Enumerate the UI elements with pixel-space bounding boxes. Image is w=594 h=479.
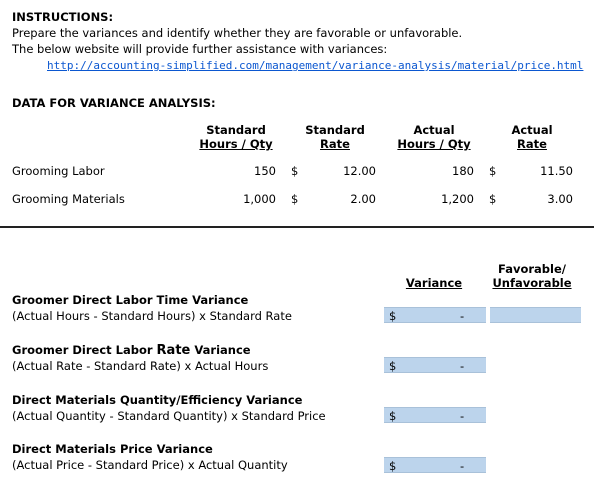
labor-standard-rate-symbol: $ [291, 164, 299, 178]
col-header-variance: Variance [405, 276, 463, 290]
materials-quantity-variance-formula: (Actual Quantity - Standard Quantity) x … [12, 409, 326, 423]
labor-time-variance-formula: (Actual Hours - Standard Hours) x Standa… [12, 309, 292, 323]
materials-quantity-variance-cell[interactable]: $ - [384, 407, 486, 423]
materials-actual-rate: 3.00 [547, 192, 573, 206]
col-header-standard-qty: Standard Hours / Qty [199, 123, 273, 151]
row-label-grooming-labor: Grooming Labor [12, 164, 105, 178]
materials-actual-rate-symbol: $ [489, 192, 497, 206]
labor-standard-rate: 12.00 [343, 164, 376, 178]
labor-rate-variance-formula: (Actual Rate - Standard Rate) x Actual H… [12, 359, 269, 373]
labor-time-variance-title: Groomer Direct Labor Time Variance [12, 293, 249, 307]
materials-quantity-variance-symbol: $ [389, 409, 397, 423]
labor-actual-qty: 180 [452, 164, 474, 178]
col-header-actual-qty: Actual Hours / Qty [397, 123, 471, 151]
instructions-heading: INSTRUCTIONS: [12, 10, 114, 24]
materials-price-variance-symbol: $ [389, 459, 397, 473]
materials-price-variance-title: Direct Materials Price Variance [12, 442, 213, 456]
labor-actual-rate: 11.50 [540, 164, 573, 178]
row-label-grooming-materials: Grooming Materials [12, 192, 125, 206]
materials-standard-qty: 1,000 [243, 192, 276, 206]
materials-price-variance-formula: (Actual Price - Standard Price) x Actual… [12, 458, 288, 472]
col-header-actual-rate: Actual Rate [511, 123, 553, 151]
labor-rate-variance-title: Groomer Direct Labor Rate Variance [12, 343, 251, 358]
col-header-favorable: Favorable/ Unfavorable [492, 262, 572, 290]
col-header-standard-rate: Standard Rate [305, 123, 365, 151]
materials-standard-rate: 2.00 [350, 192, 376, 206]
instructions-line-1: Prepare the variances and identify wheth… [12, 26, 463, 40]
materials-actual-qty: 1,200 [441, 192, 474, 206]
labor-time-variance-cell[interactable]: $ - [384, 307, 486, 323]
labor-rate-variance-symbol: $ [389, 359, 397, 373]
materials-price-variance-cell[interactable]: $ - [384, 457, 486, 473]
labor-standard-qty: 150 [254, 164, 276, 178]
labor-rate-variance-cell[interactable]: $ - [384, 357, 486, 373]
section-divider [0, 226, 594, 228]
variance-help-link[interactable]: http://accounting-simplified.com/managem… [47, 59, 584, 72]
labor-time-variance-value: - [460, 309, 465, 323]
materials-price-variance-value: - [460, 459, 465, 473]
materials-standard-rate-symbol: $ [291, 192, 299, 206]
labor-time-variance-symbol: $ [389, 309, 397, 323]
instructions-line-2: The below website will provide further a… [12, 42, 388, 56]
labor-rate-variance-value: - [460, 359, 465, 373]
data-section-heading: DATA FOR VARIANCE ANALYSIS: [12, 96, 216, 110]
labor-actual-rate-symbol: $ [489, 164, 497, 178]
labor-time-status-cell[interactable] [490, 307, 581, 323]
materials-quantity-variance-title: Direct Materials Quantity/Efficiency Var… [12, 393, 303, 407]
materials-quantity-variance-value: - [460, 409, 465, 423]
